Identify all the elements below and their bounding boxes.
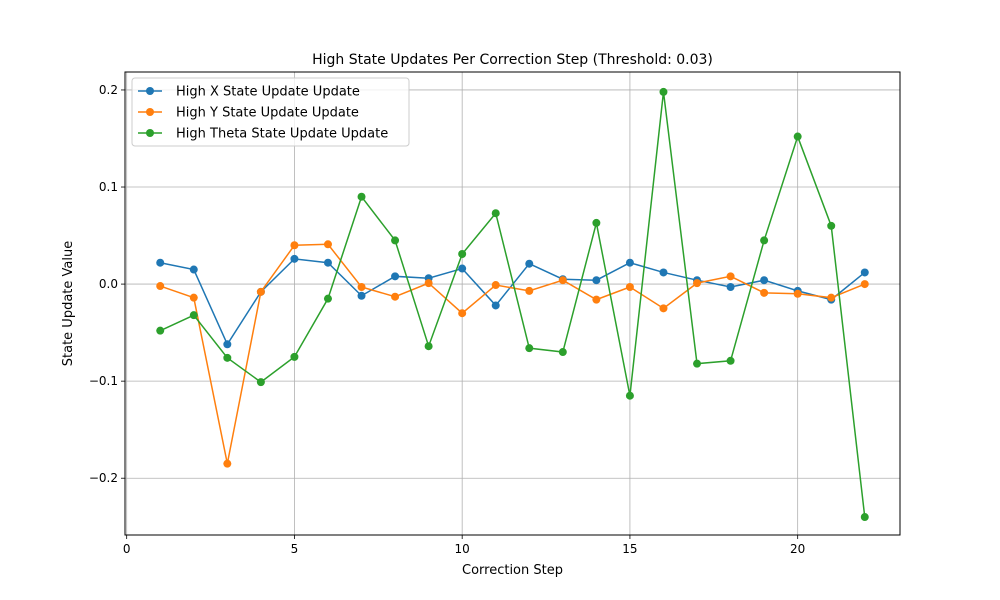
y-tick-label: 0.1 xyxy=(99,180,118,194)
data-point xyxy=(357,192,366,201)
data-point xyxy=(424,279,433,288)
y-tick-label: 0.0 xyxy=(99,277,118,291)
data-point xyxy=(189,311,198,320)
data-point xyxy=(760,236,769,245)
data-point xyxy=(391,272,400,281)
y-axis: −0.2 −0.1 0.0 0.1 0.2 xyxy=(89,83,125,485)
data-point xyxy=(525,259,534,268)
y-tick-label: −0.1 xyxy=(89,374,118,388)
legend: High X State Update Update High Y State U… xyxy=(131,77,410,147)
data-point xyxy=(424,342,433,351)
data-point xyxy=(558,348,567,357)
data-point xyxy=(357,282,366,291)
data-point xyxy=(860,280,869,289)
series-line xyxy=(160,258,866,346)
x-tick-label: 5 xyxy=(291,542,299,556)
data-point xyxy=(391,236,400,245)
data-point xyxy=(625,258,634,267)
series-line xyxy=(159,91,866,518)
data-point xyxy=(223,459,232,468)
y-tick-label: −0.2 xyxy=(89,471,118,485)
data-point xyxy=(793,132,802,141)
data-point xyxy=(491,301,500,310)
data-point xyxy=(357,291,366,300)
legend-item: High Y State Update Update xyxy=(138,106,359,121)
data-point xyxy=(156,282,165,291)
data-point xyxy=(525,344,534,353)
data-point xyxy=(760,276,769,285)
data-point xyxy=(592,276,601,285)
data-point xyxy=(290,254,299,263)
data-point xyxy=(323,294,332,303)
data-point xyxy=(860,513,869,522)
plot-frame xyxy=(124,71,901,536)
data-point xyxy=(323,240,332,249)
data-point xyxy=(391,292,400,301)
data-point xyxy=(156,258,165,267)
legend-label: High Y State Update Update xyxy=(176,106,359,121)
legend-marker xyxy=(146,87,154,95)
data-point xyxy=(592,295,601,304)
x-axis-label: Correction Step xyxy=(462,563,563,578)
x-tick-label: 10 xyxy=(455,542,470,556)
data-point xyxy=(726,272,735,281)
data-point xyxy=(625,391,634,400)
x-axis: 0 5 10 15 20 xyxy=(123,535,805,556)
data-point xyxy=(525,286,534,295)
x-tick-label: 15 xyxy=(622,542,637,556)
legend-box xyxy=(131,77,410,147)
series-3 xyxy=(156,87,869,522)
data-point xyxy=(726,356,735,365)
legend-label: High Theta State Update Update xyxy=(176,127,388,142)
data-point xyxy=(793,289,802,298)
data-point xyxy=(693,279,702,288)
data-point xyxy=(625,282,634,291)
data-point xyxy=(256,378,265,387)
legend-marker xyxy=(146,108,154,116)
legend-item: High Theta State Update Update xyxy=(138,127,388,142)
data-point xyxy=(827,293,836,302)
data-point xyxy=(860,268,869,277)
data-point xyxy=(693,359,702,368)
data-point xyxy=(256,287,265,296)
data-point xyxy=(659,87,668,96)
y-axis-label: State Update Value xyxy=(61,241,76,366)
data-point xyxy=(290,352,299,361)
series-2 xyxy=(156,240,869,468)
data-point xyxy=(592,218,601,227)
data-point xyxy=(223,340,232,349)
data-point xyxy=(558,276,567,285)
series-line xyxy=(159,243,866,464)
data-point xyxy=(290,241,299,250)
data-point xyxy=(223,353,232,362)
data-point xyxy=(189,265,198,274)
x-tick-label: 20 xyxy=(790,542,805,556)
data-point xyxy=(760,288,769,297)
data-point xyxy=(827,221,836,230)
legend-label: High X State Update Update xyxy=(176,85,360,100)
data-point xyxy=(726,282,735,291)
data-point xyxy=(659,304,668,313)
grid xyxy=(125,72,900,535)
data-point xyxy=(659,268,668,277)
data-point xyxy=(491,209,500,218)
x-tick-label: 0 xyxy=(123,542,131,556)
data-point xyxy=(458,249,467,258)
legend-marker xyxy=(146,129,154,137)
series-1 xyxy=(156,254,869,349)
legend-item: High X State Update Update xyxy=(138,85,360,100)
series-layer xyxy=(156,87,869,522)
chart-title: High State Updates Per Correction Step (… xyxy=(312,52,713,68)
data-point xyxy=(491,281,500,290)
data-point xyxy=(189,293,198,302)
data-point xyxy=(458,309,467,318)
data-point xyxy=(458,264,467,273)
y-tick-label: 0.2 xyxy=(99,83,118,97)
data-point xyxy=(156,326,165,335)
data-point xyxy=(323,258,332,267)
